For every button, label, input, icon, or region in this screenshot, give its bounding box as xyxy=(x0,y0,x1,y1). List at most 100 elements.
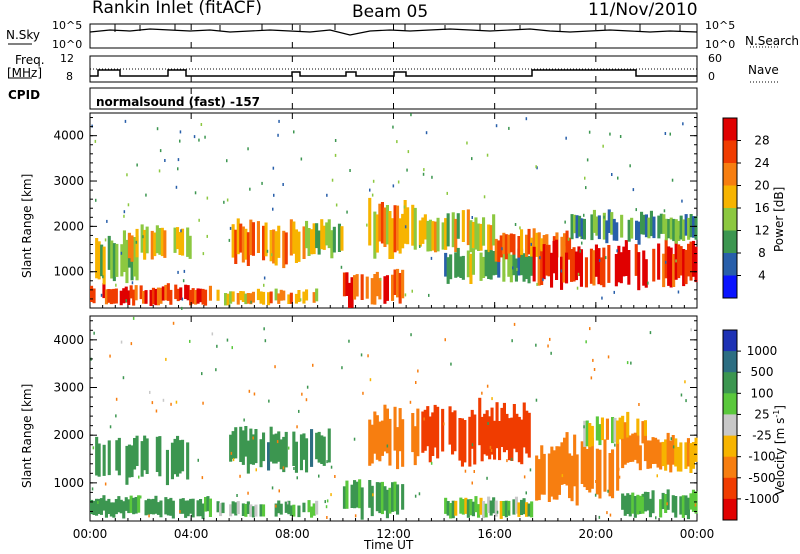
heatmap-cell xyxy=(251,222,255,256)
heatmap-cell xyxy=(279,439,283,470)
heatmap-cell xyxy=(145,438,149,474)
heatmap-cell xyxy=(461,255,465,280)
heatmap-cell xyxy=(471,157,473,161)
heatmap-cell xyxy=(138,475,140,479)
heatmap-cell xyxy=(501,247,503,251)
heatmap-cell xyxy=(677,290,680,294)
heatmap-cell xyxy=(471,481,473,485)
heatmap-cell xyxy=(104,289,108,305)
heatmap-cell xyxy=(234,502,238,516)
heatmap-cell xyxy=(189,339,191,343)
heatmap-cell xyxy=(513,322,516,326)
xtick-label: 00:00 xyxy=(680,527,715,541)
heatmap-cell xyxy=(239,291,243,301)
heatmap-cell xyxy=(430,256,433,260)
ytick-label: 2000 xyxy=(53,428,84,442)
heatmap-cell xyxy=(95,238,99,279)
x-axis-ticks: 00:00 04:00 08:00 12:00 16:00 20:00 00:00 xyxy=(73,24,715,541)
heatmap-cell xyxy=(292,504,296,517)
heatmap-cell xyxy=(331,178,334,182)
heatmap-cell xyxy=(296,425,298,429)
heatmap-cell xyxy=(315,288,319,302)
heatmap-cell xyxy=(226,338,229,342)
heatmap-cell xyxy=(327,428,331,463)
heatmap-cell xyxy=(666,489,670,510)
heatmap-cell xyxy=(302,502,306,513)
heatmap-cell xyxy=(664,132,667,135)
heatmap-cell xyxy=(284,431,288,468)
heatmap-cell xyxy=(293,467,295,470)
heatmap-cell xyxy=(144,290,148,304)
heatmap-cell xyxy=(354,514,357,518)
heatmap-cell xyxy=(677,244,681,279)
heatmap-cell xyxy=(307,228,311,256)
heatmap-cell xyxy=(612,218,616,241)
heatmap-cell xyxy=(282,290,286,301)
heatmap-cell xyxy=(298,409,300,413)
heatmap-cell xyxy=(478,397,482,446)
heatmap-cell xyxy=(169,289,173,305)
heatmap-cell xyxy=(459,256,463,278)
heatmap-cell xyxy=(204,497,208,512)
heatmap-cell xyxy=(97,498,101,514)
heatmap-cell xyxy=(607,245,611,283)
heatmap-cell xyxy=(618,467,620,471)
heatmap-cell xyxy=(495,402,499,449)
heatmap-cell xyxy=(186,285,190,301)
heatmap-cell xyxy=(692,216,696,238)
heatmap-cell xyxy=(154,288,158,306)
heatmap-cell xyxy=(129,495,133,513)
heatmap-cell xyxy=(520,419,524,465)
heatmap-cell xyxy=(272,166,275,170)
heatmap-cell xyxy=(367,354,369,358)
heatmap-cell xyxy=(312,223,316,255)
heatmap-cell xyxy=(181,297,184,301)
heatmap-cell xyxy=(414,494,417,498)
heatmap-cell xyxy=(277,500,281,514)
heatmap-cell xyxy=(492,214,496,246)
heatmap-cell xyxy=(122,376,125,380)
heatmap-cell xyxy=(614,443,616,447)
heatmap-cell xyxy=(636,418,640,442)
heatmap-cell xyxy=(484,503,488,518)
heatmap-cell xyxy=(535,165,537,169)
heatmap-cell xyxy=(107,289,111,303)
heatmap-cell xyxy=(112,288,116,304)
heatmap-cell xyxy=(647,281,649,285)
heatmap-cell xyxy=(489,445,492,449)
heatmap-cell xyxy=(670,437,672,441)
heatmap-cell xyxy=(560,442,564,485)
heatmap-cell xyxy=(373,274,377,305)
heatmap-cell xyxy=(388,211,392,259)
heatmap-cell xyxy=(606,511,608,515)
heatmap-cell xyxy=(666,432,670,465)
heatmap-cell xyxy=(194,290,198,305)
heatmap-cell xyxy=(263,276,266,280)
heatmap-cell xyxy=(297,505,301,518)
heatmap-cell xyxy=(603,215,605,219)
heatmap-cell xyxy=(254,429,258,464)
heatmap-cell xyxy=(682,219,686,241)
heatmap-cell xyxy=(451,212,455,248)
heatmap-cell xyxy=(391,482,395,512)
heatmap-cell xyxy=(350,277,354,308)
heatmap-cell xyxy=(114,288,118,304)
heatmap-cell xyxy=(114,499,118,515)
heatmap-cell xyxy=(90,499,94,515)
heatmap-cell xyxy=(330,493,332,497)
heatmap-cell xyxy=(264,339,267,343)
heatmap-cell xyxy=(310,506,314,518)
heatmap-cell xyxy=(179,498,183,514)
heatmap-cell xyxy=(651,437,655,464)
heatmap-cell xyxy=(373,411,377,454)
heatmap-cell xyxy=(536,282,538,286)
heatmap-cell xyxy=(500,407,504,447)
heatmap-cell xyxy=(684,380,686,384)
heatmap-cell xyxy=(112,502,116,518)
heatmap-cell xyxy=(241,430,245,465)
colorbar-tick-label: 8 xyxy=(758,246,766,260)
heatmap-cell xyxy=(453,410,457,452)
heatmap-cell xyxy=(272,434,276,464)
heatmap-cell xyxy=(99,498,103,515)
heatmap-cell xyxy=(133,237,137,277)
